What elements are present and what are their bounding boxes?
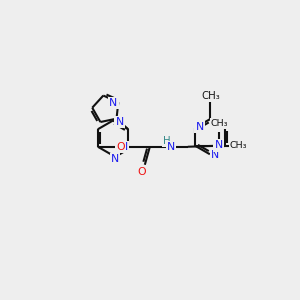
Text: CH₃: CH₃: [202, 91, 220, 101]
Text: O: O: [137, 167, 146, 177]
Text: N: N: [120, 142, 128, 152]
Text: O: O: [116, 142, 125, 152]
Text: CH₃: CH₃: [211, 119, 228, 128]
Text: N: N: [211, 150, 219, 160]
Text: H: H: [163, 136, 171, 146]
Text: CH₃: CH₃: [230, 141, 248, 150]
Text: N: N: [196, 122, 204, 132]
Text: N: N: [109, 98, 117, 108]
Text: N: N: [111, 154, 119, 164]
Text: N: N: [167, 142, 175, 152]
Text: N: N: [116, 117, 124, 127]
Text: N: N: [214, 140, 223, 151]
